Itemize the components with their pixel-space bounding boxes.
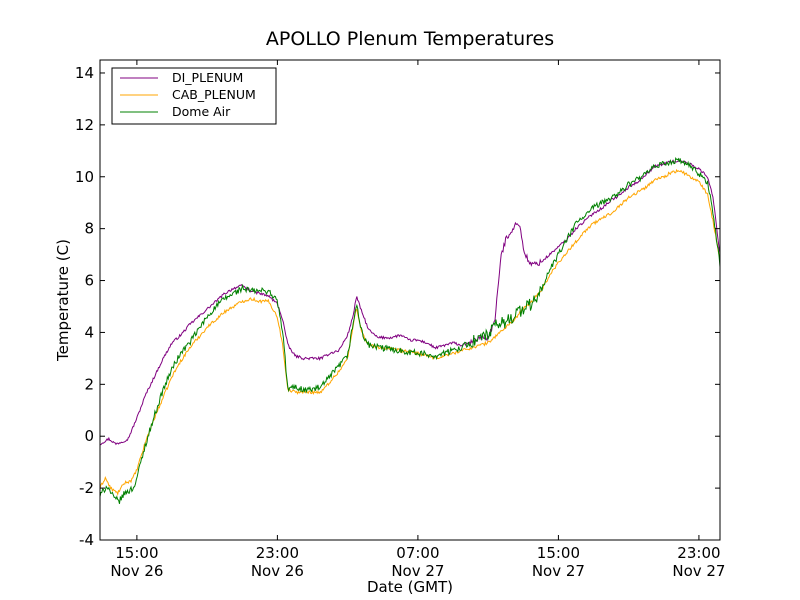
- y-tick-label: -2: [79, 479, 94, 497]
- legend-label: Dome Air: [172, 104, 231, 119]
- chart-title: APOLLO Plenum Temperatures: [266, 28, 554, 50]
- legend-box: [111, 67, 277, 125]
- y-tick-label: 8: [84, 220, 94, 238]
- x-tick-date-label: Nov 27: [672, 562, 725, 580]
- legend-label: DI_PLENUM: [172, 70, 243, 85]
- legend-label: CAB_PLENUM: [172, 87, 256, 102]
- y-tick-label: 4: [84, 323, 94, 341]
- plot-frame: [99, 59, 721, 541]
- y-tick-label: 0: [84, 427, 94, 445]
- x-tick-date-label: Nov 26: [110, 562, 163, 580]
- y-axis-label: Temperature (C): [54, 239, 72, 362]
- x-tick-date-label: Nov 27: [532, 562, 585, 580]
- y-tick-label: 2: [84, 375, 94, 393]
- x-tick-date-label: Nov 26: [251, 562, 304, 580]
- series-line-di-plenum: [100, 159, 720, 446]
- x-tick-time-label: 23:00: [256, 544, 299, 562]
- series-layer: [100, 156, 720, 504]
- x-tick-time-label: 07:00: [396, 544, 439, 562]
- series-line-cab-plenum: [100, 168, 720, 497]
- y-tick-label: 6: [84, 272, 94, 290]
- y-tick-label: 14: [75, 64, 94, 82]
- x-tick-time-label: 15:00: [537, 544, 580, 562]
- y-tick-label: 12: [75, 116, 94, 134]
- x-tick-date-label: Nov 27: [391, 562, 444, 580]
- legend: DI_PLENUM CAB_PLENUM Dome Air: [111, 67, 277, 125]
- y-tick-label: -4: [79, 531, 94, 549]
- x-axis-label: Date (GMT): [367, 578, 453, 596]
- x-tick-time-label: 15:00: [115, 544, 158, 562]
- series-line-dome-air: [100, 156, 720, 504]
- x-tick-time-label: 23:00: [677, 544, 720, 562]
- y-tick-label: 10: [75, 168, 94, 186]
